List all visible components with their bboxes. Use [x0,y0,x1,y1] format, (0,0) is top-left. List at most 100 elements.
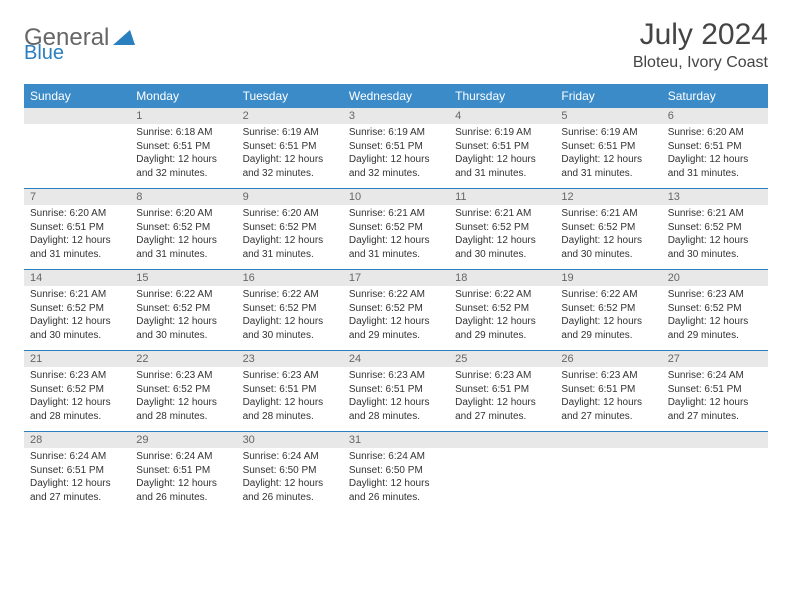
sunrise-text: Sunrise: 6:19 AM [349,126,443,140]
day-detail-cell: Sunrise: 6:21 AMSunset: 6:52 PMDaylight:… [24,286,130,351]
col-thu: Thursday [449,84,555,108]
day-number-cell [662,432,768,448]
sunset-text: Sunset: 6:52 PM [136,221,230,235]
day-detail-cell: Sunrise: 6:24 AMSunset: 6:51 PMDaylight:… [130,448,236,512]
sunset-text: Sunset: 6:52 PM [561,302,655,316]
day-detail-cell: Sunrise: 6:21 AMSunset: 6:52 PMDaylight:… [343,205,449,270]
sunrise-text: Sunrise: 6:22 AM [561,288,655,302]
day-number-cell: 6 [662,108,768,124]
sunset-text: Sunset: 6:51 PM [136,464,230,478]
day-detail-cell: Sunrise: 6:24 AMSunset: 6:50 PMDaylight:… [343,448,449,512]
day-detail-row: Sunrise: 6:21 AMSunset: 6:52 PMDaylight:… [24,286,768,351]
day-number-cell: 22 [130,351,236,367]
day-number-cell: 18 [449,270,555,286]
daylight-text: Daylight: 12 hours and 26 minutes. [136,477,230,504]
day-detail-cell [662,448,768,512]
day-number-row: 123456 [24,108,768,124]
day-detail-cell: Sunrise: 6:22 AMSunset: 6:52 PMDaylight:… [449,286,555,351]
daylight-text: Daylight: 12 hours and 32 minutes. [136,153,230,180]
sunset-text: Sunset: 6:51 PM [455,140,549,154]
col-tue: Tuesday [237,84,343,108]
title-block: July 2024 Bloteu, Ivory Coast [633,18,768,72]
day-detail-cell [449,448,555,512]
day-detail-cell: Sunrise: 6:23 AMSunset: 6:52 PMDaylight:… [662,286,768,351]
sunset-text: Sunset: 6:52 PM [136,383,230,397]
sunset-text: Sunset: 6:52 PM [455,302,549,316]
sunrise-text: Sunrise: 6:21 AM [455,207,549,221]
day-number-cell: 12 [555,189,661,205]
day-number-cell: 23 [237,351,343,367]
day-number-cell: 13 [662,189,768,205]
daylight-text: Daylight: 12 hours and 30 minutes. [243,315,337,342]
sunrise-text: Sunrise: 6:19 AM [561,126,655,140]
triangle-icon [113,27,135,50]
location-label: Bloteu, Ivory Coast [633,54,768,72]
col-mon: Monday [130,84,236,108]
day-number-cell: 16 [237,270,343,286]
day-number-cell [24,108,130,124]
day-detail-cell: Sunrise: 6:22 AMSunset: 6:52 PMDaylight:… [130,286,236,351]
day-number-row: 21222324252627 [24,351,768,367]
day-number-row: 78910111213 [24,189,768,205]
day-detail-cell: Sunrise: 6:20 AMSunset: 6:52 PMDaylight:… [130,205,236,270]
day-number-cell: 28 [24,432,130,448]
sunset-text: Sunset: 6:52 PM [30,302,124,316]
day-detail-cell: Sunrise: 6:21 AMSunset: 6:52 PMDaylight:… [662,205,768,270]
calendar-head: Sunday Monday Tuesday Wednesday Thursday… [24,84,768,108]
day-detail-cell: Sunrise: 6:23 AMSunset: 6:52 PMDaylight:… [24,367,130,432]
sunset-text: Sunset: 6:51 PM [349,140,443,154]
sunset-text: Sunset: 6:51 PM [668,140,762,154]
day-number-cell: 25 [449,351,555,367]
daylight-text: Daylight: 12 hours and 31 minutes. [561,153,655,180]
daylight-text: Daylight: 12 hours and 30 minutes. [455,234,549,261]
daylight-text: Daylight: 12 hours and 29 minutes. [561,315,655,342]
sunrise-text: Sunrise: 6:21 AM [30,288,124,302]
daylight-text: Daylight: 12 hours and 30 minutes. [668,234,762,261]
sunrise-text: Sunrise: 6:22 AM [136,288,230,302]
day-detail-cell [555,448,661,512]
sunset-text: Sunset: 6:52 PM [243,221,337,235]
sunset-text: Sunset: 6:50 PM [349,464,443,478]
col-sat: Saturday [662,84,768,108]
day-detail-cell: Sunrise: 6:22 AMSunset: 6:52 PMDaylight:… [237,286,343,351]
daylight-text: Daylight: 12 hours and 28 minutes. [243,396,337,423]
day-number-row: 28293031 [24,432,768,448]
daylight-text: Daylight: 12 hours and 30 minutes. [561,234,655,261]
day-detail-cell: Sunrise: 6:22 AMSunset: 6:52 PMDaylight:… [343,286,449,351]
day-detail-cell: Sunrise: 6:19 AMSunset: 6:51 PMDaylight:… [237,124,343,189]
sunset-text: Sunset: 6:51 PM [561,383,655,397]
sunrise-text: Sunrise: 6:20 AM [136,207,230,221]
sunrise-text: Sunrise: 6:23 AM [561,369,655,383]
day-detail-cell: Sunrise: 6:23 AMSunset: 6:51 PMDaylight:… [237,367,343,432]
month-title: July 2024 [633,18,768,52]
sunset-text: Sunset: 6:52 PM [561,221,655,235]
sunrise-text: Sunrise: 6:19 AM [243,126,337,140]
sunrise-text: Sunrise: 6:20 AM [30,207,124,221]
daylight-text: Daylight: 12 hours and 30 minutes. [30,315,124,342]
day-detail-cell: Sunrise: 6:23 AMSunset: 6:51 PMDaylight:… [555,367,661,432]
sunset-text: Sunset: 6:51 PM [349,383,443,397]
daylight-text: Daylight: 12 hours and 26 minutes. [243,477,337,504]
col-wed: Wednesday [343,84,449,108]
day-detail-cell: Sunrise: 6:19 AMSunset: 6:51 PMDaylight:… [449,124,555,189]
day-number-cell [449,432,555,448]
day-detail-cell: Sunrise: 6:19 AMSunset: 6:51 PMDaylight:… [555,124,661,189]
day-detail-cell: Sunrise: 6:20 AMSunset: 6:51 PMDaylight:… [662,124,768,189]
sunset-text: Sunset: 6:51 PM [455,383,549,397]
daylight-text: Daylight: 12 hours and 27 minutes. [30,477,124,504]
sunrise-text: Sunrise: 6:21 AM [349,207,443,221]
day-detail-cell: Sunrise: 6:18 AMSunset: 6:51 PMDaylight:… [130,124,236,189]
day-number-cell: 10 [343,189,449,205]
sunrise-text: Sunrise: 6:22 AM [349,288,443,302]
daylight-text: Daylight: 12 hours and 27 minutes. [455,396,549,423]
sunrise-text: Sunrise: 6:20 AM [668,126,762,140]
day-detail-cell: Sunrise: 6:23 AMSunset: 6:51 PMDaylight:… [449,367,555,432]
sunrise-text: Sunrise: 6:21 AM [668,207,762,221]
day-number-cell: 5 [555,108,661,124]
sunset-text: Sunset: 6:51 PM [30,464,124,478]
daylight-text: Daylight: 12 hours and 31 minutes. [349,234,443,261]
daylight-text: Daylight: 12 hours and 27 minutes. [668,396,762,423]
sunset-text: Sunset: 6:52 PM [668,221,762,235]
sunset-text: Sunset: 6:50 PM [243,464,337,478]
sunrise-text: Sunrise: 6:24 AM [668,369,762,383]
